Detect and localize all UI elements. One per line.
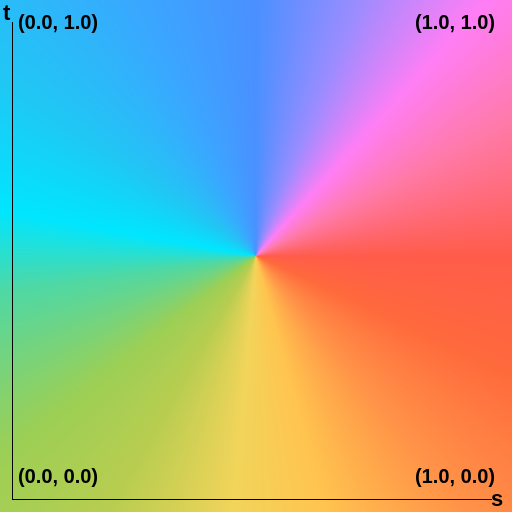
t-axis-label: t: [3, 2, 10, 24]
corner-label-top-left: (0.0, 1.0): [18, 13, 98, 33]
corner-label-bottom-right: (1.0, 0.0): [415, 467, 495, 487]
s-axis-line: [12, 499, 492, 500]
corner-label-bottom-left: (0.0, 0.0): [18, 467, 98, 487]
t-axis-line: [12, 22, 13, 500]
s-axis-label: s: [491, 488, 503, 510]
corner-label-top-right: (1.0, 1.0): [415, 13, 495, 33]
